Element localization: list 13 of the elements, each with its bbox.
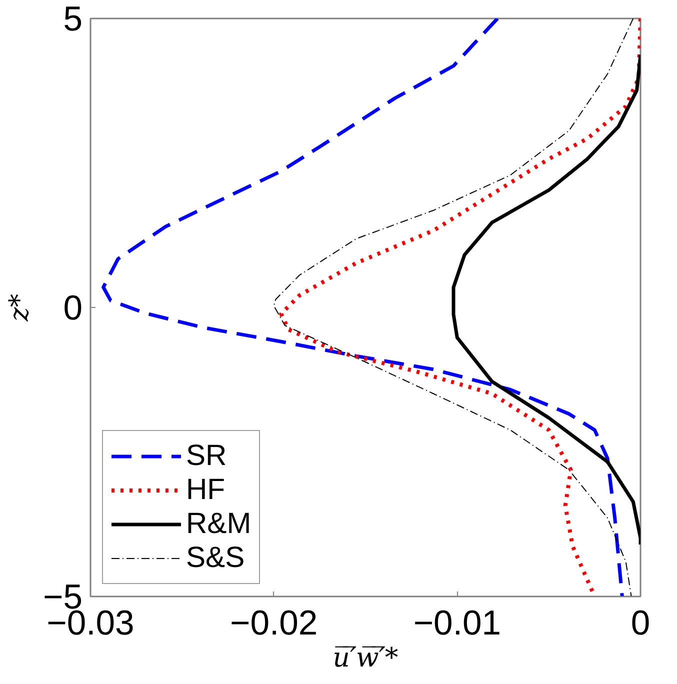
x-axis-title: u̅′̅w̅′̅* — [332, 642, 398, 674]
legend-label: R&M — [186, 507, 252, 541]
y-tick-label: 0 — [63, 290, 83, 328]
line-series — [452, 53, 640, 546]
y-tick-label: 5 — [63, 0, 83, 38]
x-tick-label: −0.01 — [413, 604, 502, 642]
x-tick-label: 0 — [630, 604, 650, 642]
x-tick-label: −0.02 — [230, 604, 318, 642]
y-axis-title: z* — [4, 294, 35, 322]
legend-label: SR — [186, 439, 227, 473]
legend-label: S&S — [186, 541, 245, 575]
legend-label: HF — [186, 473, 226, 507]
line-series — [102, 18, 624, 596]
